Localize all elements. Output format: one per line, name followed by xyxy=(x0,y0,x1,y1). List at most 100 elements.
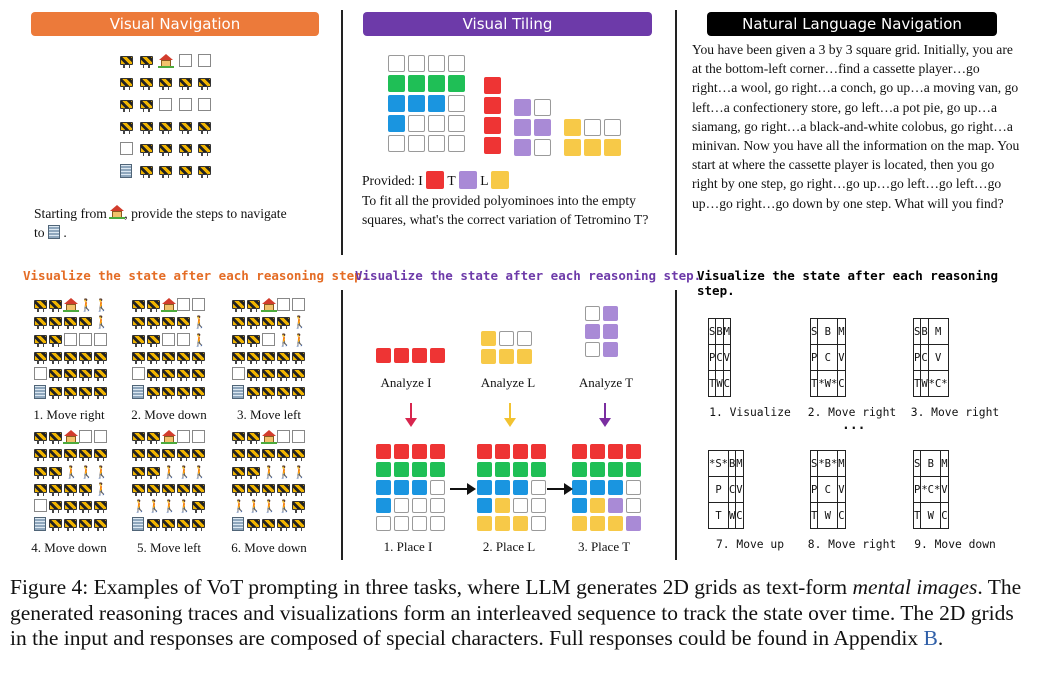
barrier-icon xyxy=(292,483,305,496)
filled-tile xyxy=(412,462,427,477)
filled-tile xyxy=(428,95,445,112)
barrier-icon xyxy=(177,369,190,382)
appendix-link[interactable]: B xyxy=(923,626,938,650)
filled-tile xyxy=(608,498,623,513)
barrier-icon xyxy=(247,432,260,444)
walker-icon: 🚶 xyxy=(147,499,162,514)
barrier-icon xyxy=(79,518,92,531)
nl-grid-cell: T xyxy=(809,370,819,397)
filled-tile xyxy=(608,462,623,477)
place-t-caption: 3. Place T xyxy=(577,539,631,554)
barrier-icon xyxy=(292,351,305,364)
filled-tile xyxy=(604,139,621,156)
office-building-icon xyxy=(47,225,60,239)
caption-text-1: Examples of VoT prompting in three tasks… xyxy=(93,575,848,599)
filled-tile xyxy=(603,342,618,357)
barrier-icon xyxy=(292,501,305,514)
barrier-icon xyxy=(159,166,172,178)
empty-cell xyxy=(120,142,133,155)
barrier-icon xyxy=(292,449,305,462)
empty-cell xyxy=(94,332,107,346)
filled-tile xyxy=(564,139,581,156)
barrier-icon xyxy=(247,317,260,330)
separator-right-lower xyxy=(675,290,677,560)
barrier-icon xyxy=(262,449,275,462)
barrier-icon xyxy=(34,449,47,462)
barrier-icon xyxy=(147,466,160,479)
nl-grid-cell: M xyxy=(940,450,949,477)
nl-grid-cell: B xyxy=(715,318,724,345)
empty-cell xyxy=(34,367,47,381)
empty-tile xyxy=(626,480,641,495)
barrier-icon xyxy=(147,483,160,496)
nl-grid-cell: M xyxy=(837,318,846,345)
barrier-icon xyxy=(277,386,290,399)
filled-tile xyxy=(495,480,510,495)
walker-icon: 🚶 xyxy=(94,298,109,312)
nl-grid-cell: C xyxy=(817,344,839,371)
nl-grid-cell: *S* xyxy=(708,450,729,477)
filled-tile xyxy=(590,498,605,513)
barrier-icon xyxy=(178,78,192,90)
separator-right xyxy=(675,10,677,255)
barrier-icon xyxy=(139,100,153,112)
filled-tile xyxy=(408,75,425,92)
walker-icon: 🚶 xyxy=(64,464,79,479)
filled-tile xyxy=(590,444,605,459)
barrier-icon xyxy=(192,386,205,399)
filled-tile xyxy=(477,516,492,531)
empty-tile xyxy=(585,342,600,357)
barrier-icon xyxy=(34,334,47,347)
nl-grid-cell: S xyxy=(809,450,819,477)
empty-cell xyxy=(177,298,190,311)
filled-tile xyxy=(388,95,405,112)
nav-viz-label: Visualize the state after each reasoning… xyxy=(23,268,370,283)
barrier-icon xyxy=(178,144,192,156)
barrier-icon xyxy=(147,369,160,382)
barrier-icon xyxy=(120,122,133,134)
barrier-icon xyxy=(247,518,260,531)
nl-grid-cell: P xyxy=(707,344,717,371)
filled-tile xyxy=(481,331,496,346)
filled-tile xyxy=(376,480,391,495)
nl-grid-cell: V xyxy=(837,344,846,371)
empty-cell xyxy=(177,430,190,443)
filled-tile xyxy=(495,462,510,477)
walker-icon: 🚶 xyxy=(192,315,207,330)
barrier-icon xyxy=(277,518,290,531)
barrier-icon xyxy=(49,483,62,496)
filled-tile xyxy=(412,444,427,459)
nl-grid-cell: C xyxy=(735,502,744,529)
empty-tile xyxy=(408,55,425,72)
walker-icon: 🚶 xyxy=(177,499,192,514)
nl-grid-2: S B M P C V T *W* C xyxy=(809,318,846,397)
nl-grid-cell: W xyxy=(727,502,737,529)
barrier-icon xyxy=(159,78,172,90)
empty-tile xyxy=(534,139,551,156)
piece-i-swatch xyxy=(426,171,445,189)
filled-tile xyxy=(495,498,510,513)
filled-tile xyxy=(626,462,641,477)
barrier-icon xyxy=(34,483,47,496)
navigation-input-grid xyxy=(120,54,220,190)
barrier-icon xyxy=(192,483,205,496)
filled-tile xyxy=(564,119,581,136)
barrier-icon xyxy=(277,483,290,496)
barrier-icon xyxy=(120,78,133,90)
barrier-icon xyxy=(262,483,275,496)
barrier-icon xyxy=(132,300,145,312)
barrier-icon xyxy=(177,483,190,496)
filled-tile xyxy=(534,119,551,136)
empty-tile xyxy=(513,498,528,513)
filled-tile xyxy=(626,444,641,459)
barrier-icon xyxy=(162,518,175,531)
separator-left xyxy=(341,10,343,255)
barrier-icon xyxy=(79,369,92,382)
filled-tile xyxy=(514,119,531,136)
barrier-icon xyxy=(132,483,145,496)
barrier-icon xyxy=(247,351,260,364)
barrier-icon xyxy=(79,351,92,364)
filled-tile xyxy=(513,444,528,459)
barrier-icon xyxy=(132,432,145,444)
nl-grid-3: S B M P C V T W *C* xyxy=(912,318,949,397)
